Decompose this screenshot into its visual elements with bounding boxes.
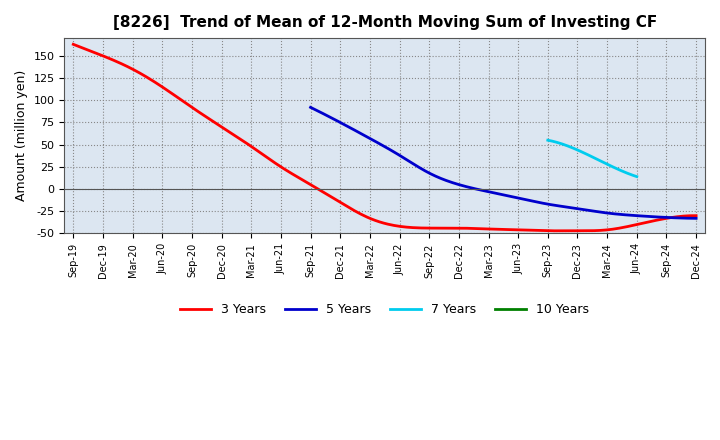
Y-axis label: Amount (million yen): Amount (million yen) [15, 70, 28, 202]
Legend: 3 Years, 5 Years, 7 Years, 10 Years: 3 Years, 5 Years, 7 Years, 10 Years [175, 298, 595, 321]
Title: [8226]  Trend of Mean of 12-Month Moving Sum of Investing CF: [8226] Trend of Mean of 12-Month Moving … [112, 15, 657, 30]
